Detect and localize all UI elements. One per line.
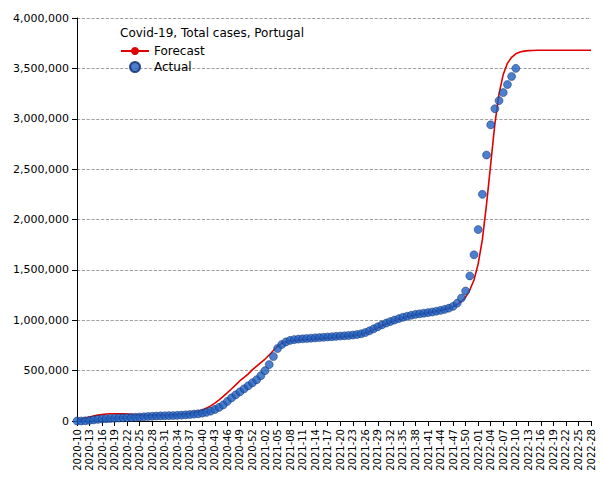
svg-text:2020-40: 2020-40 (197, 429, 208, 471)
svg-text:2020-13: 2020-13 (84, 429, 95, 471)
svg-text:2021-50: 2021-50 (460, 429, 471, 471)
svg-text:2022-04: 2022-04 (485, 429, 496, 471)
svg-text:500,000: 500,000 (24, 364, 70, 377)
svg-text:3,500,000: 3,500,000 (13, 62, 69, 75)
svg-text:2022-01: 2022-01 (473, 429, 484, 471)
svg-text:2020-37: 2020-37 (184, 429, 195, 471)
svg-text:2020-31: 2020-31 (159, 429, 170, 471)
svg-text:2021-02: 2021-02 (260, 429, 271, 471)
svg-text:2021-14: 2021-14 (310, 429, 321, 471)
svg-text:2021-23: 2021-23 (347, 429, 358, 471)
svg-text:Forecast: Forecast (154, 44, 205, 58)
svg-text:2022-07: 2022-07 (498, 429, 509, 471)
svg-text:4,000,000: 4,000,000 (13, 12, 69, 25)
svg-text:2022-28: 2022-28 (586, 429, 597, 471)
svg-text:1,000,000: 1,000,000 (13, 314, 69, 327)
svg-text:2021-44: 2021-44 (435, 429, 446, 471)
svg-text:3,000,000: 3,000,000 (13, 112, 69, 125)
svg-text:2022-10: 2022-10 (510, 429, 521, 471)
svg-text:2020-19: 2020-19 (109, 429, 120, 471)
svg-text:Covid-19, Total cases, Portuga: Covid-19, Total cases, Portugal (120, 26, 304, 40)
svg-text:2021-11: 2021-11 (297, 429, 308, 471)
svg-text:2020-43: 2020-43 (209, 429, 220, 471)
svg-text:2020-46: 2020-46 (222, 429, 233, 471)
svg-text:2,000,000: 2,000,000 (13, 213, 69, 226)
svg-text:2021-32: 2021-32 (385, 429, 396, 471)
svg-text:2021-17: 2021-17 (322, 429, 333, 471)
svg-text:2021-26: 2021-26 (360, 429, 371, 471)
svg-text:2020-16: 2020-16 (97, 429, 108, 471)
svg-text:2020-49: 2020-49 (234, 429, 245, 471)
svg-text:2021-41: 2021-41 (423, 429, 434, 471)
svg-text:2020-22: 2020-22 (122, 429, 133, 471)
svg-text:2020-52: 2020-52 (247, 429, 258, 471)
svg-text:2021-38: 2021-38 (410, 429, 421, 471)
svg-text:2022-25: 2022-25 (573, 429, 584, 471)
svg-text:2021-35: 2021-35 (397, 429, 408, 471)
svg-text:2021-29: 2021-29 (372, 429, 383, 471)
svg-text:2021-05: 2021-05 (272, 429, 283, 471)
svg-text:1,500,000: 1,500,000 (13, 263, 69, 276)
svg-text:2021-47: 2021-47 (448, 429, 459, 471)
svg-text:2020-25: 2020-25 (134, 429, 145, 471)
svg-text:2020-34: 2020-34 (172, 429, 183, 471)
svg-text:2020-28: 2020-28 (147, 429, 158, 471)
svg-text:2022-13: 2022-13 (523, 429, 534, 471)
svg-text:2021-08: 2021-08 (285, 429, 296, 471)
svg-text:2022-19: 2022-19 (548, 429, 559, 471)
svg-text:2021-20: 2021-20 (335, 429, 346, 471)
svg-text:0: 0 (62, 415, 69, 428)
svg-text:2022-22: 2022-22 (560, 429, 571, 471)
svg-text:2020-10: 2020-10 (72, 429, 83, 471)
svg-text:2,500,000: 2,500,000 (13, 163, 69, 176)
svg-text:Actual: Actual (154, 60, 192, 74)
svg-text:2022-16: 2022-16 (535, 429, 546, 471)
